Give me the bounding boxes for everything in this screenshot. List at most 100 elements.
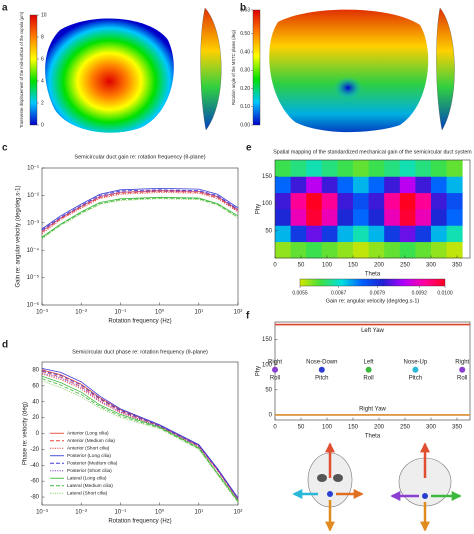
heat-cell: [337, 160, 354, 177]
heat-cell: [290, 192, 307, 210]
x-tick-label: 100: [322, 425, 333, 431]
colorbar: [299, 278, 446, 287]
point-label: Roll: [270, 375, 280, 381]
colorbar: [252, 9, 261, 126]
heat-cell: [415, 160, 432, 177]
heat-cell: [399, 160, 416, 177]
legend-label: Lateral (Medium cilia): [67, 483, 113, 489]
y-tick-label: -80: [30, 495, 39, 501]
heat-cell: [306, 160, 323, 177]
series-line: [41, 190, 239, 233]
series-line: [41, 367, 239, 499]
heat-cell: [431, 225, 447, 243]
reference-label: Left Yaw: [361, 328, 384, 334]
x-axis-label: Rotation frequency (Hz): [108, 319, 171, 325]
heat-cell: [431, 176, 447, 194]
legend-label: Anterior (Medium cilia): [67, 438, 115, 444]
colorbar-tick-label: 0.00: [240, 122, 250, 128]
colorbar-tick-label: 0.30: [240, 68, 250, 74]
series-line: [41, 196, 239, 238]
y-tick-label: 0: [36, 431, 40, 437]
point-label: Right: [455, 359, 469, 365]
heat-cell: [415, 192, 432, 210]
plot-frame: [274, 159, 471, 259]
heat-cell: [353, 192, 369, 210]
point-label: Pitch: [315, 375, 328, 381]
legend-label: Lateral (Short cilia): [67, 491, 108, 497]
y-tick-label: 10⁻³: [27, 220, 39, 226]
series-line: [41, 188, 239, 230]
series-line: [41, 371, 239, 500]
heat-cell: [399, 225, 416, 243]
chart-title: Semicircular duct gain re: rotation freq…: [74, 154, 205, 160]
heat-cell: [306, 225, 323, 243]
x-tick-label: 250: [400, 425, 411, 431]
point: [318, 366, 325, 373]
heat-cell: [306, 241, 323, 259]
cupula-surface: [45, 18, 174, 133]
heat-cell: [415, 209, 432, 226]
heat-cell: [368, 192, 385, 210]
colorbar-tick-label: 0.0100: [437, 290, 453, 296]
colorbar-tick-label: 2: [41, 100, 44, 106]
point-label: Nose-Down: [306, 359, 337, 365]
point: [365, 366, 372, 373]
panel-label: f: [246, 311, 250, 322]
heat-cell: [275, 176, 291, 194]
heat-cell: [321, 209, 338, 226]
plot-frame: [41, 167, 239, 306]
y-tick-label: -40: [30, 463, 39, 469]
heat-cell: [368, 160, 385, 177]
y-tick-label: 0: [269, 413, 273, 419]
series-line: [41, 372, 239, 500]
x-tick-label: 10⁰: [155, 309, 165, 316]
heat-cell: [399, 192, 416, 210]
heat-cell: [446, 225, 463, 243]
colorbar-tick-label: 0.0055: [292, 290, 308, 296]
heat-cell: [384, 209, 401, 226]
heat-cell: [446, 241, 463, 259]
heat-cell: [321, 241, 338, 259]
y-tick-label: 60: [32, 383, 39, 389]
x-tick-label: 350: [452, 263, 463, 269]
x-axis-label: Theta: [365, 434, 381, 440]
heat-cell: [306, 209, 323, 226]
heat-cell: [290, 209, 307, 226]
colorbar-tick-label: 0.0067: [331, 290, 347, 296]
x-tick-label: 300: [426, 263, 437, 269]
y-tick-label: 50: [265, 228, 272, 234]
heat-cell: [306, 176, 323, 194]
colorbar-label: Transverse displacement of the mid-surfa…: [19, 11, 24, 128]
y-tick-label: 10⁻²: [27, 193, 39, 199]
x-tick-label: 150: [348, 425, 359, 431]
series-line: [41, 192, 239, 235]
heat-cell: [431, 192, 447, 210]
heat-cell: [290, 225, 307, 243]
colorbar-label: Rotation angle of the MSTC plates (deg): [231, 29, 236, 105]
point-label: Left: [364, 359, 374, 365]
y-tick-label: 100: [262, 201, 273, 207]
point-label: Roll: [457, 375, 467, 381]
colorbar-tick-label: 0.40: [240, 49, 250, 55]
heat-cell: [446, 192, 463, 210]
x-tick-label: 200: [374, 263, 385, 269]
heat-cell: [368, 241, 385, 259]
heat-cell: [321, 176, 338, 194]
heat-cell: [431, 209, 447, 226]
series-line: [41, 198, 239, 240]
y-tick-label: 40: [32, 399, 39, 405]
heat-cell: [306, 192, 323, 210]
panel-label: b: [240, 3, 246, 14]
mstc-side: [436, 7, 455, 131]
point: [412, 366, 419, 373]
heat-cell: [384, 241, 401, 259]
colorbar-label: Gain re: angular velocity (deg/deg.s-1): [326, 298, 420, 304]
heat-cell: [399, 209, 416, 226]
heat-cell: [431, 241, 447, 259]
x-tick-label: 10⁻²: [75, 510, 87, 516]
heat-cell: [368, 209, 385, 226]
heat-cell: [384, 225, 401, 243]
x-tick-label: 10²: [234, 310, 243, 316]
